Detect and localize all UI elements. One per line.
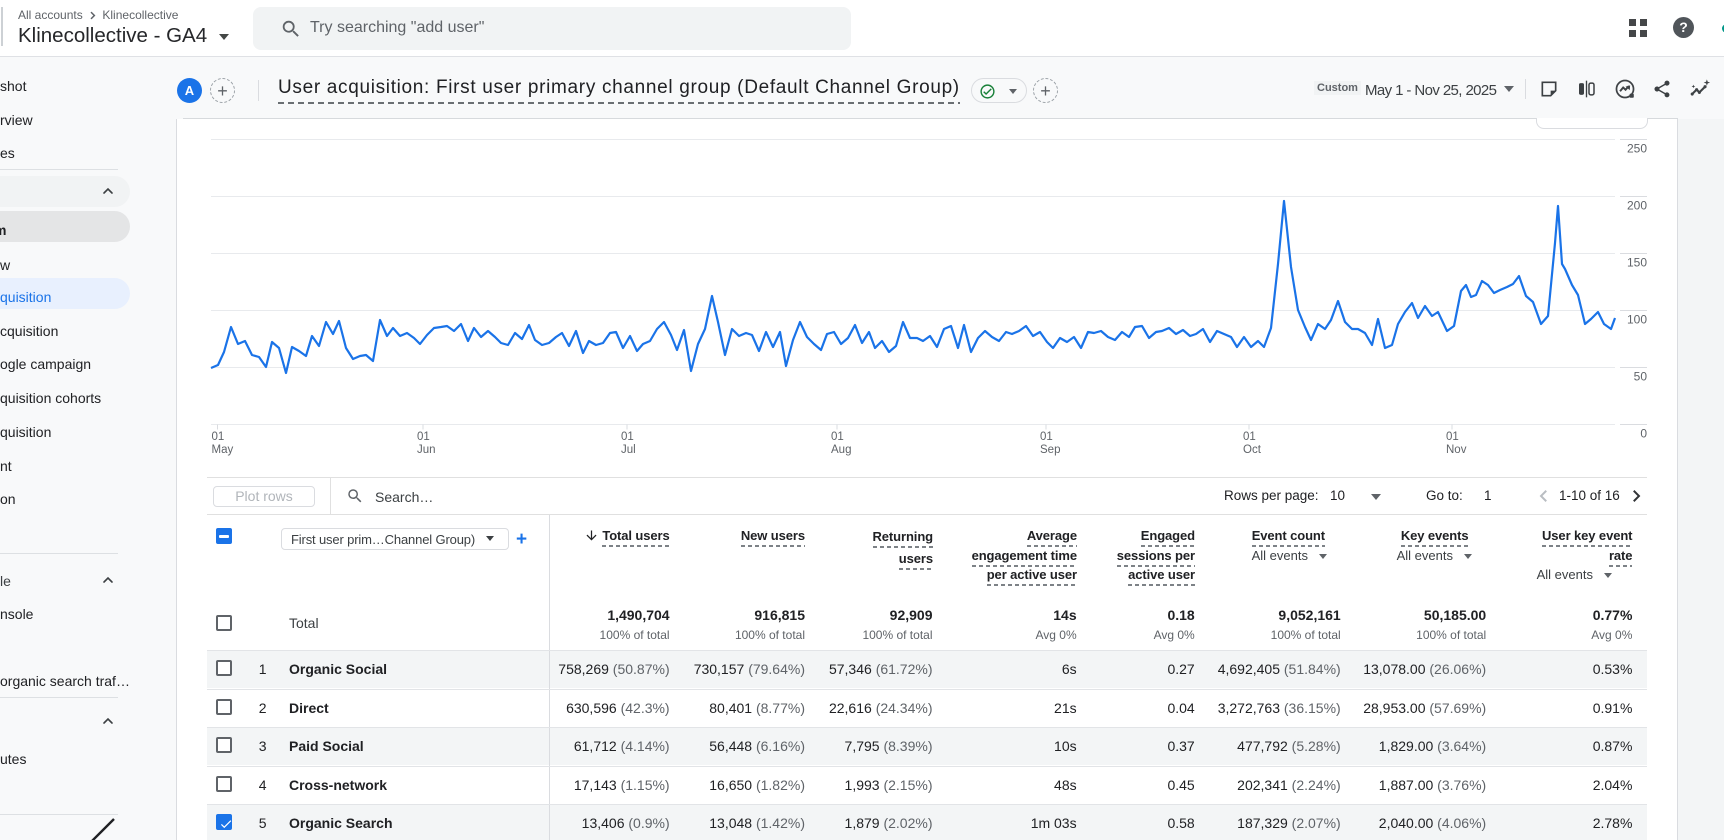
svg-text:01: 01 bbox=[1446, 431, 1459, 443]
svg-text:01: 01 bbox=[212, 431, 225, 443]
svg-text:Sep: Sep bbox=[1040, 444, 1060, 456]
svg-text:100: 100 bbox=[1627, 313, 1647, 327]
svg-text:01: 01 bbox=[1040, 431, 1053, 443]
svg-text:01: 01 bbox=[1243, 431, 1256, 443]
svg-text:01: 01 bbox=[621, 431, 634, 443]
svg-text:Aug: Aug bbox=[831, 444, 851, 456]
svg-text:Jul: Jul bbox=[621, 444, 636, 456]
svg-text:250: 250 bbox=[1627, 142, 1647, 156]
svg-text:50: 50 bbox=[1634, 370, 1648, 384]
svg-text:0: 0 bbox=[1640, 427, 1647, 441]
svg-text:Nov: Nov bbox=[1446, 444, 1467, 456]
svg-text:01: 01 bbox=[831, 431, 844, 443]
svg-text:200: 200 bbox=[1627, 199, 1647, 213]
svg-text:150: 150 bbox=[1627, 256, 1647, 270]
svg-text:Jun: Jun bbox=[417, 444, 436, 456]
svg-text:May: May bbox=[212, 444, 234, 456]
svg-text:Oct: Oct bbox=[1243, 444, 1262, 456]
svg-text:01: 01 bbox=[417, 431, 430, 443]
